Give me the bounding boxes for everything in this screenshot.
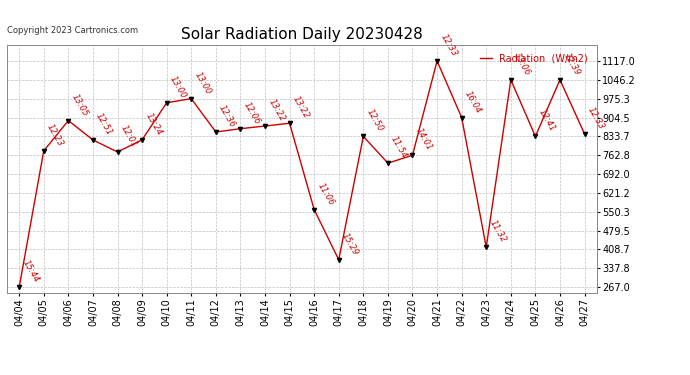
Text: 12:41: 12:41	[537, 108, 557, 134]
Text: 12:01: 12:01	[119, 124, 139, 149]
Text: 13:22: 13:22	[266, 98, 286, 123]
Text: 11:32: 11:32	[488, 219, 508, 245]
Text: 15:44: 15:44	[21, 259, 41, 284]
Text: 12:23: 12:23	[45, 123, 65, 148]
Text: 12:33: 12:33	[438, 33, 458, 58]
Title: Solar Radiation Daily 20230428: Solar Radiation Daily 20230428	[181, 27, 423, 42]
Text: 16:04: 16:04	[463, 89, 483, 115]
Text: 15:29: 15:29	[340, 231, 360, 257]
Text: 13:00: 13:00	[168, 74, 188, 100]
Text: 13:06: 13:06	[512, 51, 532, 77]
Text: 12:39: 12:39	[562, 51, 582, 77]
Text: 13:24: 13:24	[144, 111, 164, 137]
Text: 12:33: 12:33	[586, 105, 606, 131]
Text: 13:05: 13:05	[70, 92, 90, 118]
Text: 12:50: 12:50	[365, 108, 385, 134]
Text: 12:06: 12:06	[241, 100, 262, 126]
Text: 14:01: 14:01	[414, 127, 434, 153]
Text: 13:00: 13:00	[193, 70, 213, 96]
Text: 11:06: 11:06	[315, 181, 335, 207]
Legend: Radiation  (W/m2): Radiation (W/m2)	[476, 50, 592, 68]
Text: 12:51: 12:51	[95, 111, 115, 137]
Text: 12:36: 12:36	[217, 104, 237, 129]
Text: 13:22: 13:22	[291, 95, 311, 120]
Text: 11:54: 11:54	[389, 135, 409, 160]
Text: Copyright 2023 Cartronics.com: Copyright 2023 Cartronics.com	[7, 26, 138, 35]
